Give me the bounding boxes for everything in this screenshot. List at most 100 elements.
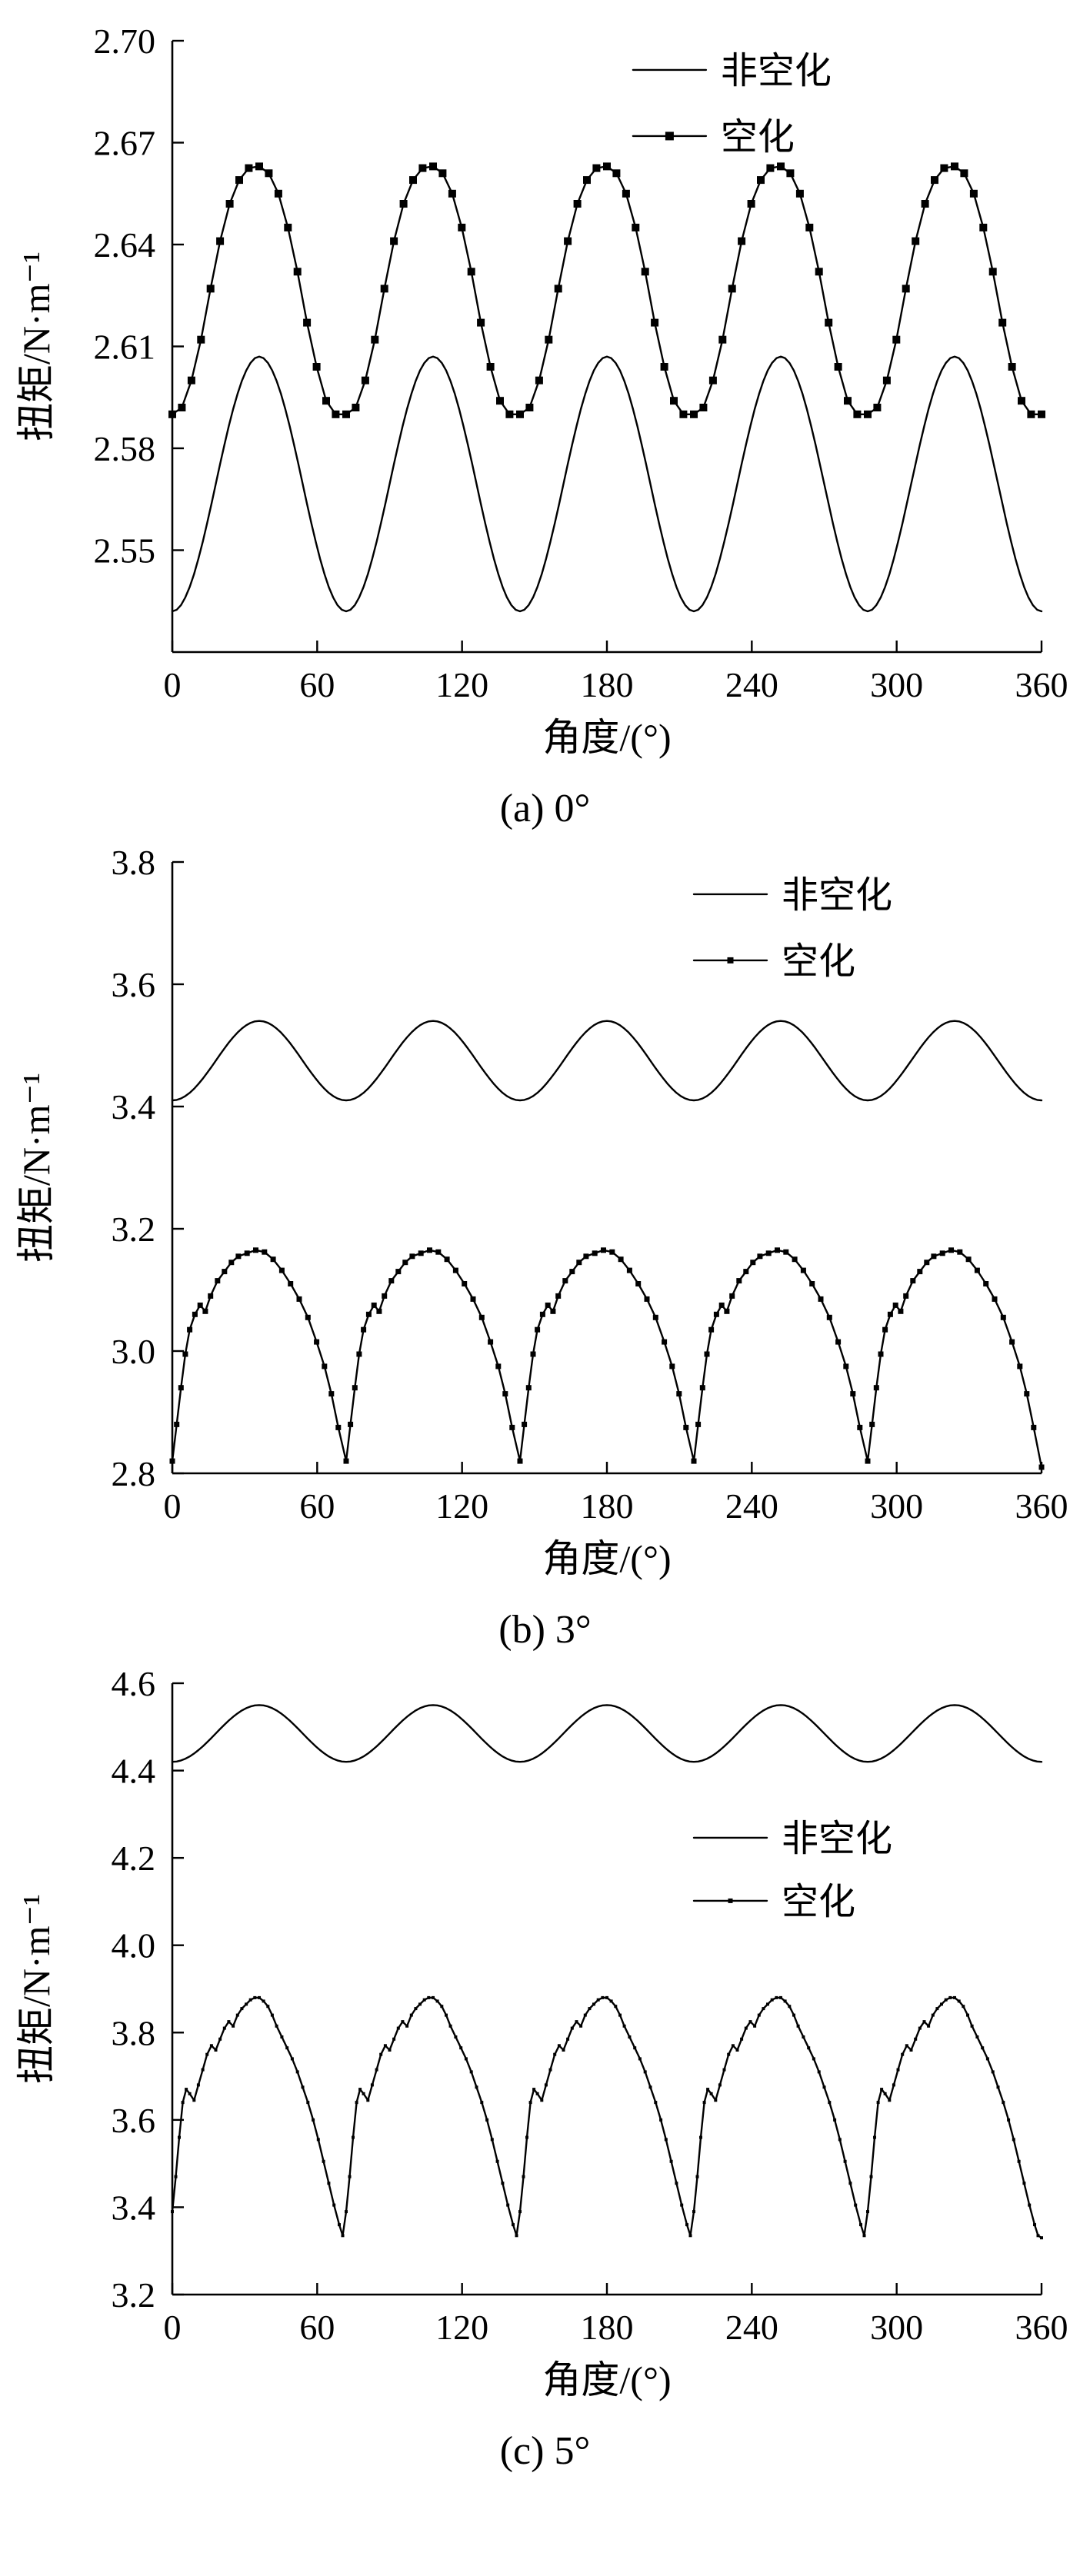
x-tick-label: 120 [435, 665, 488, 704]
series-marker-cavitation [400, 2020, 404, 2024]
series-marker-cavitation [887, 2098, 891, 2102]
series-marker-cavitation [858, 2223, 862, 2227]
series-marker-cavitation [602, 162, 611, 171]
series-marker-cavitation [296, 1296, 302, 1302]
series-marker-cavitation [347, 1421, 353, 1427]
series-marker-cavitation [235, 176, 243, 185]
series-marker-cavitation [600, 1247, 606, 1253]
series-marker-cavitation [792, 1256, 798, 1263]
series-marker-cavitation [876, 2101, 880, 2105]
series-marker-cavitation [568, 1269, 575, 1275]
series-marker-cavitation [1030, 1424, 1036, 1430]
series-marker-cavitation [355, 2101, 358, 2105]
series-marker-cavitation [525, 2135, 528, 2139]
series-marker-cavitation [535, 2092, 539, 2095]
y-tick-label: 2.8 [111, 1454, 155, 1493]
series-marker-cavitation [708, 1326, 714, 1333]
series-marker-cavitation [244, 164, 252, 172]
series-marker-cavitation [322, 397, 330, 405]
series-marker-cavitation [708, 376, 717, 384]
series-marker-cavitation [834, 363, 842, 371]
series-marker-cavitation [744, 2026, 748, 2030]
series-marker-cavitation [358, 2088, 362, 2092]
series-marker-cavitation [439, 2005, 443, 2009]
y-axis-title: 扭矩/N·m⁻¹ [15, 1073, 58, 1263]
series-marker-cavitation [980, 2046, 984, 2050]
series-marker-cavitation [952, 1995, 956, 1999]
series-marker-cavitation [622, 2024, 626, 2028]
series-marker-cavitation [618, 2013, 622, 2017]
series-marker-cavitation [699, 1385, 705, 1391]
series-marker-cavitation [718, 2083, 722, 2087]
series-marker-cavitation [1017, 2159, 1021, 2163]
series-marker-cavitation [1027, 2203, 1031, 2207]
y-tick-label: 4.2 [111, 1839, 155, 1878]
series-marker-cavitation [805, 223, 813, 231]
series-marker-cavitation [739, 2037, 743, 2041]
series-marker-cavitation [285, 2046, 288, 2050]
series-marker-cavitation [418, 2002, 422, 2006]
series-marker-cavitation [177, 404, 185, 411]
series-marker-cavitation [575, 2020, 578, 2024]
chart-b-canvas: 2.8 3.0 3.2 3.4 3.6 3.8 0 60 120 180 240 300 360 角度/(… [6, 843, 1084, 1604]
series-marker-cavitation [535, 376, 543, 384]
series-marker-cavitation [913, 2037, 917, 2041]
series-marker-cavitation [735, 2048, 738, 2052]
series-marker-cavitation [214, 1278, 220, 1284]
series-marker-cavitation [800, 1267, 806, 1273]
series-marker-cavitation [302, 318, 311, 327]
series-marker-cavitation [221, 1269, 227, 1275]
series-marker-cavitation [448, 189, 456, 198]
series-marker-cavitation [817, 2070, 821, 2074]
series-marker-cavitation [539, 1311, 545, 1317]
series-marker-cavitation [321, 1363, 327, 1370]
x-tick-label: 360 [1015, 2308, 1068, 2347]
x-tick-label: 360 [1015, 665, 1068, 704]
series-marker-cavitation [360, 1326, 366, 1333]
series-marker-cavitation [402, 1260, 408, 1266]
series-marker-cavitation [252, 1247, 258, 1253]
series-marker-cavitation [341, 2234, 344, 2238]
series-marker-cavitation [922, 2020, 925, 2024]
series-marker-cavitation [583, 2013, 587, 2017]
series-marker-cavitation [992, 1296, 997, 1302]
series-marker-cavitation [939, 2002, 943, 2006]
series-marker-cavitation [827, 2101, 831, 2105]
series-marker-cavitation [698, 2135, 702, 2139]
series-marker-cavitation [352, 1385, 358, 1391]
series-marker-cavitation [500, 2182, 504, 2185]
series-marker-cavitation [644, 1296, 649, 1302]
series-marker-cavitation [975, 2035, 978, 2039]
series-marker-cavitation [856, 1424, 862, 1430]
series-marker-cavitation [495, 1363, 501, 1370]
series-marker-cavitation [641, 268, 649, 276]
series-marker-cavitation [862, 2234, 865, 2238]
series-marker-cavitation [622, 189, 630, 198]
series-marker-cavitation [582, 1253, 588, 1260]
series-marker-cavitation [735, 1278, 742, 1284]
y-tick-label: 2.61 [93, 328, 155, 367]
series-marker-cavitation [774, 1247, 780, 1253]
y-tick-label: 2.58 [93, 429, 155, 468]
series-marker-cavitation [196, 335, 205, 344]
series-marker-cavitation [343, 1458, 348, 1464]
series-marker-cavitation [192, 1311, 198, 1317]
series-marker-cavitation [900, 2052, 904, 2056]
series-marker-cavitation [982, 1281, 988, 1286]
series-marker-cavitation [486, 363, 495, 371]
series-marker-cavitation [852, 410, 861, 418]
series-marker-cavitation [508, 1424, 515, 1430]
series-marker-cavitation [235, 1253, 241, 1260]
series-marker-cavitation [469, 2070, 473, 2074]
series-marker-cavitation [921, 200, 929, 208]
series-marker-cavitation [362, 2092, 365, 2095]
series-marker-cavitation [939, 164, 948, 172]
x-axis-title: 角度/(°) [542, 2358, 671, 2401]
series-marker-cavitation [328, 1391, 334, 1397]
series-marker-cavitation [409, 2013, 413, 2017]
series-marker-cavitation [265, 2005, 269, 2009]
series-marker-cavitation [618, 1256, 624, 1263]
series-marker-cavitation [522, 2175, 525, 2178]
series-marker-cavitation [916, 1269, 922, 1275]
series-marker-cavitation [511, 2223, 515, 2227]
